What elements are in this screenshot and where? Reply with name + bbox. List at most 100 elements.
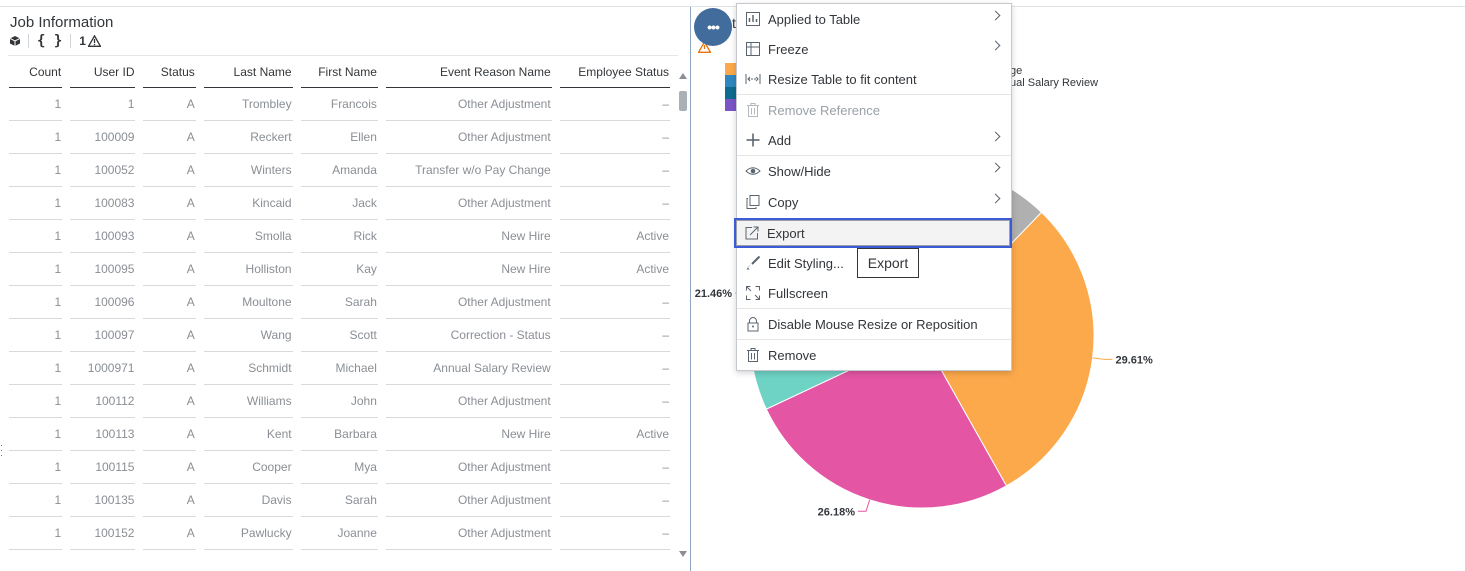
cell-user-id[interactable]: 100115 — [70, 451, 136, 484]
more-options-button[interactable]: ••• — [694, 8, 732, 46]
cell-event-reason-name[interactable]: New Hire — [385, 253, 552, 286]
cell-employee-status[interactable]: – — [559, 517, 670, 550]
cell-employee-status[interactable]: Active — [559, 220, 670, 253]
table-row[interactable]: 1 1000971 A Schmidt Michael Annual Salary Rev… — [9, 352, 670, 385]
cell-user-id[interactable]: 100097 — [70, 319, 136, 352]
cell-user-id[interactable]: 100113 — [70, 418, 136, 451]
table-row[interactable]: 1 100113 A Kent Barbara New Hire Active — [9, 418, 670, 451]
menu-item-remove[interactable]: Remove — [737, 340, 1011, 370]
cell-status[interactable]: A — [143, 121, 196, 154]
cell-status[interactable]: A — [143, 154, 196, 187]
cell-last-name[interactable]: Trombley — [203, 88, 293, 121]
column-header-employee-status[interactable]: Employee Status — [559, 56, 670, 88]
cell-status[interactable]: A — [143, 187, 196, 220]
cell-last-name[interactable]: Smolla — [203, 220, 293, 253]
column-header-count[interactable]: Count — [9, 56, 63, 88]
column-header-event-reason-name[interactable]: Event Reason Name — [385, 56, 552, 88]
cell-employee-status[interactable]: – — [559, 352, 670, 385]
cell-user-id[interactable]: 100095 — [70, 253, 136, 286]
cell-count[interactable]: 1 — [9, 154, 63, 187]
cell-event-reason-name[interactable]: Other Adjustment — [385, 451, 552, 484]
menu-item-remove-reference[interactable]: Remove Reference — [737, 95, 1011, 125]
column-header-status[interactable]: Status — [143, 56, 196, 88]
cell-event-reason-name[interactable]: New Hire — [385, 220, 552, 253]
cell-count[interactable]: 1 — [9, 319, 63, 352]
cell-first-name[interactable]: Francois — [300, 88, 378, 121]
job-information-widget[interactable]: Job Information { } 1 Count User ID S — [0, 7, 691, 571]
menu-item-export[interactable]: Export — [734, 218, 1012, 248]
cell-count[interactable]: 1 — [9, 286, 63, 319]
cell-first-name[interactable]: Sarah — [300, 286, 378, 319]
table-row[interactable]: 1 100095 A Holliston Kay New Hire Active — [9, 253, 670, 286]
warning-triangle-icon[interactable] — [698, 41, 711, 53]
scroll-down-arrow-icon[interactable] — [679, 551, 687, 557]
cell-employee-status[interactable]: – — [559, 319, 670, 352]
cell-count[interactable]: 1 — [9, 88, 63, 121]
cell-first-name[interactable]: Amanda — [300, 154, 378, 187]
cell-last-name[interactable]: Holliston — [203, 253, 293, 286]
cell-status[interactable]: A — [143, 88, 196, 121]
cell-count[interactable]: 1 — [9, 484, 63, 517]
cell-employee-status[interactable]: – — [559, 88, 670, 121]
cell-employee-status[interactable]: – — [559, 154, 670, 187]
cell-count[interactable]: 1 — [9, 517, 63, 550]
cell-first-name[interactable]: Ellen — [300, 121, 378, 154]
table-row[interactable]: 1 1 A Trombley Francois Other Adjustment – — [9, 88, 670, 121]
cell-last-name[interactable]: Schmidt — [203, 352, 293, 385]
menu-item-disable-mouse-resize-or-reposition[interactable]: Disable Mouse Resize or Reposition — [737, 309, 1011, 339]
cell-event-reason-name[interactable]: Other Adjustment — [385, 286, 552, 319]
cell-event-reason-name[interactable]: Correction - Status — [385, 319, 552, 352]
cell-event-reason-name[interactable]: Other Adjustment — [385, 484, 552, 517]
table-row[interactable]: 1 100052 A Winters Amanda Transfer w/o Pay Ch… — [9, 154, 670, 187]
cell-employee-status[interactable]: – — [559, 451, 670, 484]
cell-event-reason-name[interactable]: Annual Salary Review — [385, 352, 552, 385]
warning-indicator[interactable]: 1 — [79, 34, 101, 48]
formula-braces-icon[interactable]: { } — [37, 33, 63, 49]
cell-count[interactable]: 1 — [9, 253, 63, 286]
cell-employee-status[interactable]: – — [559, 121, 670, 154]
menu-item-edit-styling[interactable]: Edit Styling... — [737, 248, 1011, 278]
data-table[interactable]: Count User ID Status Last Name First Nam… — [8, 55, 678, 555]
cell-user-id[interactable]: 100112 — [70, 385, 136, 418]
cell-last-name[interactable]: Kent — [203, 418, 293, 451]
cell-status[interactable]: A — [143, 286, 196, 319]
cell-event-reason-name[interactable]: Other Adjustment — [385, 517, 552, 550]
cell-user-id[interactable]: 100096 — [70, 286, 136, 319]
resize-handle[interactable]: · · · — [0, 440, 3, 460]
cube-icon[interactable] — [10, 36, 20, 46]
cell-count[interactable]: 1 — [9, 418, 63, 451]
table-row[interactable]: 1 100096 A Moultone Sarah Other Adjustment – — [9, 286, 670, 319]
cell-user-id[interactable]: 100152 — [70, 517, 136, 550]
table-row[interactable]: 1 100152 A Pawlucky Joanne Other Adjustment – — [9, 517, 670, 550]
cell-last-name[interactable]: Pawlucky — [203, 517, 293, 550]
cell-status[interactable]: A — [143, 220, 196, 253]
cell-first-name[interactable]: Barbara — [300, 418, 378, 451]
column-header-first-name[interactable]: First Name — [300, 56, 378, 88]
cell-first-name[interactable]: Scott — [300, 319, 378, 352]
scrollbar-thumb[interactable] — [679, 91, 687, 111]
cell-status[interactable]: A — [143, 517, 196, 550]
cell-status[interactable]: A — [143, 352, 196, 385]
cell-last-name[interactable]: Davis — [203, 484, 293, 517]
cell-status[interactable]: A — [143, 319, 196, 352]
cell-last-name[interactable]: Wang — [203, 319, 293, 352]
cell-event-reason-name[interactable]: Other Adjustment — [385, 187, 552, 220]
cell-first-name[interactable]: Mya — [300, 451, 378, 484]
column-header-last-name[interactable]: Last Name — [203, 56, 293, 88]
menu-item-freeze[interactable]: Freeze — [737, 34, 1011, 64]
cell-first-name[interactable]: Kay — [300, 253, 378, 286]
cell-event-reason-name[interactable]: Other Adjustment — [385, 121, 552, 154]
cell-first-name[interactable]: Joanne — [300, 517, 378, 550]
menu-item-copy[interactable]: Copy — [737, 187, 1011, 217]
cell-user-id[interactable]: 100135 — [70, 484, 136, 517]
cell-event-reason-name[interactable]: Other Adjustment — [385, 385, 552, 418]
cell-status[interactable]: A — [143, 253, 196, 286]
cell-last-name[interactable]: Winters — [203, 154, 293, 187]
cell-employee-status[interactable]: – — [559, 286, 670, 319]
table-row[interactable]: 1 100112 A Williams John Other Adjustment – — [9, 385, 670, 418]
cell-last-name[interactable]: Williams — [203, 385, 293, 418]
cell-last-name[interactable]: Cooper — [203, 451, 293, 484]
cell-status[interactable]: A — [143, 418, 196, 451]
cell-count[interactable]: 1 — [9, 187, 63, 220]
cell-user-id[interactable]: 100009 — [70, 121, 136, 154]
